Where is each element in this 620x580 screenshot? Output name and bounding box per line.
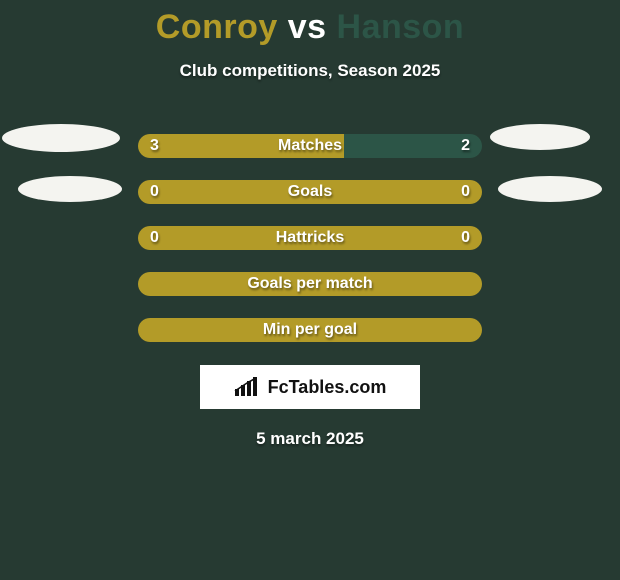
bar-segment-left (138, 318, 482, 342)
player1-name: Conroy (156, 8, 278, 46)
page-title: Conroy vs Hanson (0, 0, 620, 47)
stat-row: Goals00 (0, 169, 620, 215)
stat-bar: Goals per match (138, 272, 482, 296)
barchart-icon (234, 377, 262, 397)
stat-bar: Hattricks00 (138, 226, 482, 250)
stat-row: Goals per match (0, 261, 620, 307)
stat-row: Hattricks00 (0, 215, 620, 261)
date-label: 5 march 2025 (0, 429, 620, 449)
player2-name: Hanson (337, 8, 465, 46)
bar-segment-left (138, 180, 482, 204)
bar-segment-left (138, 226, 482, 250)
badge-text: FcTables.com (268, 377, 387, 398)
stat-bar: Goals00 (138, 180, 482, 204)
bar-segment-left (138, 272, 482, 296)
comparison-chart: Matches32 Goals00 Hattricks00 Goals per mat… (0, 123, 620, 353)
stat-bar: Min per goal (138, 318, 482, 342)
source-badge: FcTables.com (200, 365, 420, 409)
stat-bar: Matches32 (138, 134, 482, 158)
bar-segment-right (344, 134, 482, 158)
stat-row: Min per goal (0, 307, 620, 353)
vs-separator: vs (278, 8, 337, 46)
stat-row: Matches32 (0, 123, 620, 169)
subtitle: Club competitions, Season 2025 (0, 61, 620, 81)
bar-segment-left (138, 134, 344, 158)
